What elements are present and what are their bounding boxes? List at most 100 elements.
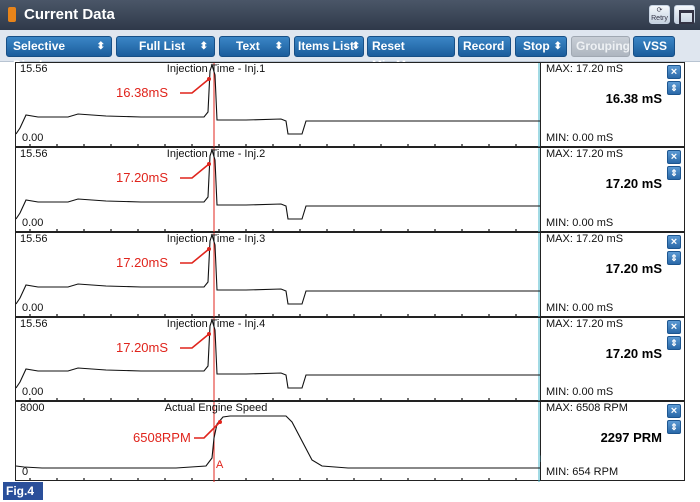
window-mode-button[interactable] [674, 5, 695, 24]
current-value: 17.20 mS [605, 346, 662, 361]
close-icon[interactable]: × [667, 320, 681, 334]
y-max-label: 15.56 [20, 148, 48, 160]
stop-button[interactable]: Stop ⬍ [515, 36, 567, 57]
annotation-arrow [180, 248, 210, 264]
close-icon[interactable]: × [667, 404, 681, 418]
full-list-button[interactable]: Full List ⬍ [116, 36, 215, 57]
graph-area[interactable]: 15.56 0.00 Injection Time - Inj.4 17.20m… [16, 318, 541, 402]
current-value: 16.38 mS [605, 91, 662, 106]
peak-annotation: 16.38mS [116, 85, 169, 100]
window-title: Current Data [24, 6, 115, 23]
graph-title: Injection Time - Inj.3 [166, 233, 266, 245]
value-panel: MAX: 17.20 mS 17.20 mS MIN: 0.00 mS × ⇕ [542, 233, 684, 316]
reorder-icon[interactable]: ⇕ [667, 251, 681, 265]
y-max-label: 15.56 [20, 318, 48, 330]
current-value: 2297 PRM [600, 430, 662, 445]
min-value: MIN: 0.00 mS [546, 132, 614, 144]
graph-panel[interactable]: 15.56 0.00 Injection Time - Inj.3 17.20m… [15, 232, 685, 318]
annotation-arrowhead [207, 77, 211, 81]
text-button[interactable]: Text ⬍ [219, 36, 290, 57]
caret-icon: ⬍ [96, 41, 105, 52]
caret-icon: ⬍ [199, 41, 208, 52]
items-list-button[interactable]: Items List ⬍ [294, 36, 364, 57]
waveform-line [16, 415, 540, 469]
graph-panel[interactable]: 15.56 0.00 Injection Time - Inj.4 17.20m… [15, 317, 685, 402]
flag-icon [8, 7, 16, 22]
min-value: MIN: 0.00 mS [546, 217, 614, 229]
y-min-label: 0.00 [22, 302, 44, 314]
peak-annotation: 17.20mS [116, 170, 169, 185]
value-panel: MAX: 17.20 mS 17.20 mS MIN: 0.00 mS × ⇕ [542, 148, 684, 231]
retry-label: Retry [651, 15, 668, 22]
graph-area[interactable]: AB 8000 0 Actual Engine Speed 6508RPM [16, 402, 541, 482]
y-max-label: 15.56 [20, 63, 48, 75]
y-min-label: 0.00 [22, 132, 44, 144]
peak-annotation: 6508RPM [133, 430, 191, 445]
value-panel: MAX: 17.20 mS 16.38 mS MIN: 0.00 mS × ⇕ [542, 63, 684, 146]
vss-button[interactable]: VSS [633, 36, 675, 57]
reset-min-max-button[interactable]: Reset Min.Max [367, 36, 455, 72]
waveform-svg [16, 63, 540, 148]
max-value: MAX: 17.20 mS [546, 233, 624, 245]
title-bar: Current Data ⟳ Retry [0, 0, 700, 30]
min-value: MIN: 654 RPM [546, 466, 619, 478]
waveform-line [16, 63, 540, 135]
graph-area[interactable]: 15.56 0.00 Injection Time - Inj.1 16.38m… [16, 63, 541, 148]
items-list-label: Items List [298, 39, 355, 53]
annotation-arrow [180, 78, 210, 94]
cursor-a-label: A [216, 459, 224, 471]
graph-area[interactable]: 15.56 0.00 Injection Time - Inj.3 17.20m… [16, 233, 541, 318]
close-icon[interactable]: × [667, 235, 681, 249]
waveform-line [16, 318, 540, 389]
max-value: MAX: 6508 RPM [546, 402, 628, 414]
waveform-svg [16, 318, 540, 402]
min-value: MIN: 0.00 mS [546, 302, 614, 314]
stop-label: Stop [523, 39, 550, 53]
caret-icon: ⬍ [351, 41, 360, 52]
reorder-icon[interactable]: ⇕ [667, 81, 681, 95]
current-value: 17.20 mS [605, 261, 662, 276]
peak-annotation: 17.20mS [116, 340, 169, 355]
waveform-line [16, 148, 540, 220]
waveform-svg: AB [16, 402, 541, 482]
selective-display-button[interactable]: Selective Display ⬍ [6, 36, 112, 72]
max-value: MAX: 17.20 mS [546, 318, 624, 330]
annotation-arrowhead [207, 247, 211, 251]
caret-icon: ⬍ [274, 41, 283, 52]
max-value: MAX: 17.20 mS [546, 148, 624, 160]
value-panel: MAX: 17.20 mS 17.20 mS MIN: 0.00 mS × ⇕ [542, 318, 684, 400]
graph-panel[interactable]: AB 8000 0 Actual Engine Speed 6508RPM MA… [15, 401, 685, 482]
current-value: 17.20 mS [605, 176, 662, 191]
graph-title: Injection Time - Inj.1 [166, 63, 266, 75]
grouping-button[interactable]: Grouping [571, 36, 630, 57]
annotation-arrow [180, 163, 210, 179]
peak-annotation: 17.20mS [116, 255, 169, 270]
record-button[interactable]: Record [458, 36, 511, 57]
reorder-icon[interactable]: ⇕ [667, 166, 681, 180]
waveform-line [16, 233, 540, 305]
graph-title: Injection Time - Inj.4 [166, 318, 266, 330]
close-icon[interactable]: × [667, 65, 681, 79]
value-panel: MAX: 6508 RPM 2297 PRM MIN: 654 RPM × ⇕ [542, 402, 684, 480]
caret-icon: ⬍ [553, 41, 562, 52]
annotation-arrowhead [207, 162, 211, 166]
reorder-icon[interactable]: ⇕ [667, 336, 681, 350]
graph-panel[interactable]: 15.56 0.00 Injection Time - Inj.2 17.20m… [15, 147, 685, 233]
text-label: Text [236, 39, 260, 53]
reorder-icon[interactable]: ⇕ [667, 420, 681, 434]
annotation-arrow [180, 333, 210, 349]
close-icon[interactable]: × [667, 150, 681, 164]
y-max-label: 8000 [20, 402, 45, 414]
min-value: MIN: 0.00 mS [546, 386, 614, 398]
figure-label: Fig.4 [3, 482, 43, 500]
graph-panel[interactable]: 15.56 0.00 Injection Time - Inj.1 16.38m… [15, 62, 685, 148]
retry-icon: ⟳ [656, 7, 663, 14]
graph-area[interactable]: 15.56 0.00 Injection Time - Inj.2 17.20m… [16, 148, 541, 233]
y-min-label: 0 [22, 466, 29, 478]
graph-title: Injection Time - Inj.2 [166, 148, 266, 160]
graph-title: Actual Engine Speed [164, 402, 268, 414]
retry-button[interactable]: ⟳ Retry [649, 5, 670, 24]
waveform-svg [16, 148, 540, 233]
y-min-label: 0.00 [22, 217, 44, 229]
waveform-svg [16, 233, 540, 318]
